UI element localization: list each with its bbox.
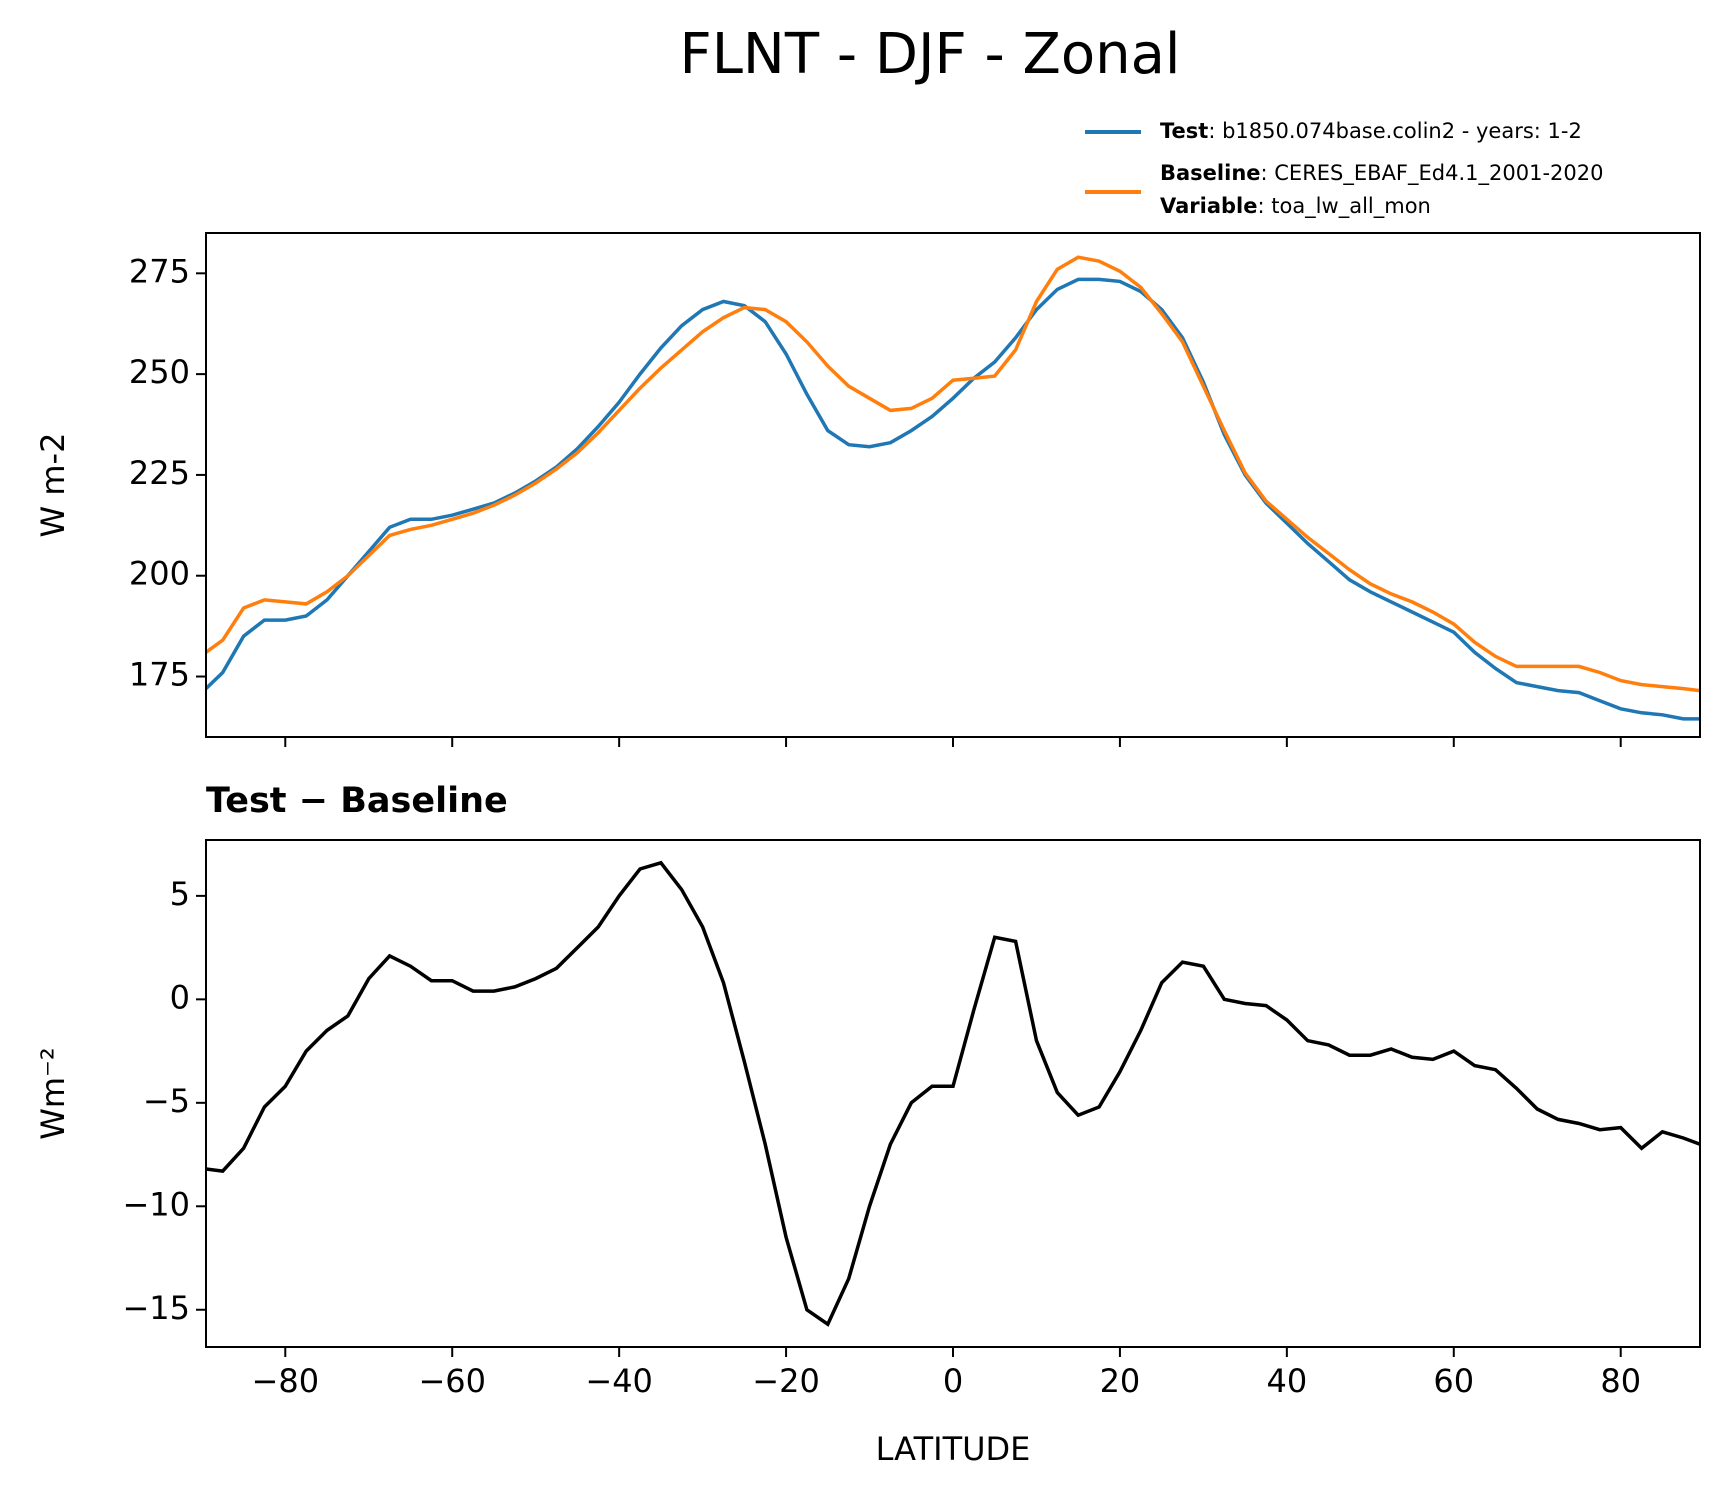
x-tick-label: −60 <box>418 1362 486 1400</box>
data-line <box>206 860 1700 1327</box>
x-tick-label: 60 <box>1433 1362 1474 1400</box>
legend-label: Test <box>1160 119 1208 143</box>
y-tick-label: −5 <box>143 1082 190 1120</box>
x-tick-label: −40 <box>585 1362 653 1400</box>
legend-text: Baseline: CERES_EBAF_Ed4.1_2001-2020 <box>1160 161 1603 186</box>
x-tick-label: 80 <box>1600 1362 1641 1400</box>
legend-label: Baseline <box>1160 161 1261 185</box>
x-tick-label: 0 <box>943 1362 963 1400</box>
x-tick-label: 40 <box>1266 1362 1307 1400</box>
y-tick-label: 275 <box>129 252 190 290</box>
x-tick-label: −80 <box>252 1362 320 1400</box>
y-tick-label: −10 <box>122 1185 190 1223</box>
x-axis-label: LATITUDE <box>876 1430 1031 1468</box>
data-line <box>206 255 1700 693</box>
y-tick-label: 250 <box>129 353 190 391</box>
legend-description: : b1850.074base.colin2 - years: 1-2 <box>1208 119 1582 143</box>
plot-frame <box>205 232 1701 738</box>
data-line <box>206 277 1700 721</box>
y-tick-label: 5 <box>170 875 190 913</box>
legend-text: Variable: toa_lw_all_mon <box>1160 194 1431 219</box>
panel-title: Test − Baseline <box>206 781 508 821</box>
y-tick-label: −15 <box>122 1289 190 1327</box>
y-tick-label: 175 <box>129 656 190 694</box>
y-tick-label: 225 <box>129 454 190 492</box>
legend-description: : CERES_EBAF_Ed4.1_2001-2020 <box>1261 161 1604 186</box>
figure-title: FLNT - DJF - Zonal <box>680 22 1181 87</box>
x-tick-label: 20 <box>1100 1362 1141 1400</box>
x-tick-label: −20 <box>752 1362 820 1400</box>
y-tick-label: 200 <box>129 555 190 593</box>
legend-description: : toa_lw_all_mon <box>1257 194 1430 219</box>
y-axis-label: Wm⁻² <box>34 1047 72 1140</box>
plot-frame <box>205 839 1701 1348</box>
y-axis-label: W m-2 <box>34 433 72 538</box>
y-tick-label: 0 <box>170 978 190 1016</box>
legend-label: Variable <box>1160 194 1257 218</box>
legend-text: Test: b1850.074base.colin2 - years: 1-2 <box>1160 119 1582 143</box>
